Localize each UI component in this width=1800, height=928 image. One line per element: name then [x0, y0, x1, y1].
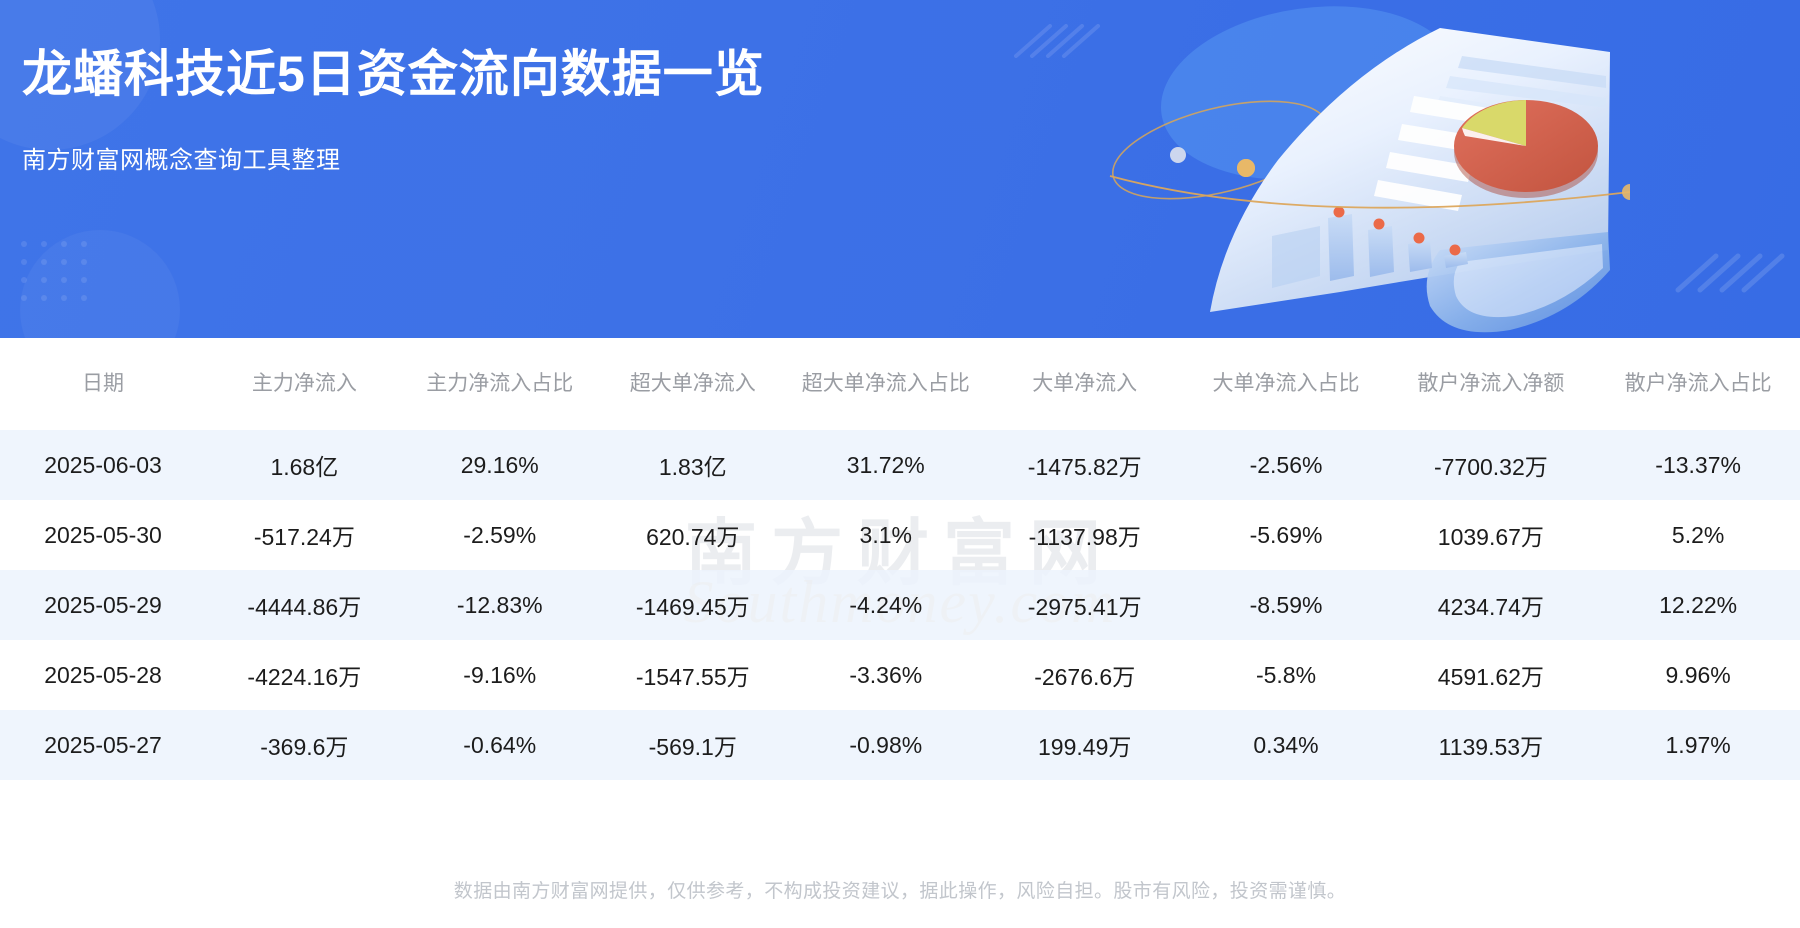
column-header-date[interactable]: 日期	[0, 338, 207, 430]
cell-big-net: -2975.41万	[982, 570, 1187, 640]
cell-super-pct: -3.36%	[849, 661, 923, 688]
column-header-super-net[interactable]: 超大单净流入	[596, 338, 789, 430]
cell-super-pct: -0.98%	[788, 710, 983, 780]
cell-retail-net: 1139.53万	[1385, 710, 1597, 780]
table-row[interactable]: 2025-05-30 -517.24万 -2.59% 620.74万 3.1% …	[0, 500, 1800, 570]
banner-text-block: 龙蟠科技近5日资金流向数据一览 南方财富网概念查询工具整理	[22, 46, 765, 175]
column-header-big-net[interactable]: 大单净流入	[982, 338, 1187, 430]
cell-date: 2025-05-27	[0, 710, 207, 780]
data-table-section: 南方财富网 Southmoney.com 日期 主力净流入 主力净流入占比 超大…	[0, 338, 1800, 850]
cell-big-pct: -8.59%	[1186, 570, 1386, 640]
cell-main-net: -369.6万	[206, 710, 403, 780]
cell-retail-net: 4591.62万	[1437, 664, 1544, 690]
cell-big-net: -2676.6万	[1034, 664, 1136, 690]
table-row[interactable]: 2025-05-28 -4224.16万 -9.16% -1547.55万 -3…	[0, 640, 1800, 710]
column-header-super-pct[interactable]: 超大单净流入占比	[788, 338, 983, 430]
cell-big-pct: -5.8%	[1255, 661, 1317, 688]
cell-big-net: 199.49万	[982, 710, 1187, 780]
cell-super-net: -1547.55万	[635, 664, 750, 690]
report-pie-chart	[1454, 100, 1598, 198]
banner-dot-grid-decor	[21, 241, 87, 301]
cell-super-pct: -4.24%	[788, 570, 983, 640]
financial-report-chart-illustration	[1109, 28, 1630, 333]
cell-retail-net: 4234.74万	[1385, 570, 1597, 640]
cell-big-pct: -5.69%	[1249, 521, 1323, 548]
cell-main-net: -4224.16万	[247, 664, 362, 690]
cell-main-pct: 29.16%	[402, 430, 597, 500]
cell-super-net: 1.83亿	[596, 430, 789, 500]
cell-main-net: -4444.86万	[206, 570, 403, 640]
cell-main-pct: -12.83%	[402, 570, 597, 640]
cell-super-pct: 3.1%	[859, 521, 912, 548]
column-header-main-net[interactable]: 主力净流入	[206, 338, 403, 430]
column-header-big-pct[interactable]: 大单净流入占比	[1186, 338, 1386, 430]
table-body: 2025-06-03 1.68亿 29.16% 1.83亿 31.72% -14…	[0, 430, 1800, 780]
fund-flow-table: 日期 主力净流入 主力净流入占比 超大单净流入 超大单净流入占比 大单净流入 大…	[0, 338, 1800, 780]
table-row[interactable]: 2025-05-27 -369.6万 -0.64% -569.1万 -0.98%…	[0, 710, 1800, 780]
cell-retail-pct: 5.2%	[1671, 521, 1725, 548]
cell-date: 2025-06-03	[0, 430, 207, 500]
cell-retail-pct: 1.97%	[1596, 710, 1800, 780]
cell-retail-pct: -13.37%	[1596, 430, 1800, 500]
cell-big-pct: -2.56%	[1186, 430, 1386, 500]
cell-super-pct: 31.72%	[788, 430, 983, 500]
page-subtitle: 南方财富网概念查询工具整理	[22, 146, 341, 174]
column-header-retail-pct[interactable]: 散户净流入占比	[1596, 338, 1800, 430]
cell-main-net: -517.24万	[253, 524, 355, 550]
cell-super-net: -1469.45万	[596, 570, 789, 640]
disclaimer-text: 数据由南方财富网提供，仅供参考，不构成投资建议，据此操作，风险自担。股市有风险，…	[453, 880, 1347, 902]
cell-main-pct: -9.16%	[463, 661, 537, 688]
table-header-row: 日期 主力净流入 主力净流入占比 超大单净流入 超大单净流入占比 大单净流入 大…	[0, 338, 1800, 430]
cell-super-net: -569.1万	[596, 710, 789, 780]
cell-main-net: 1.68亿	[206, 430, 403, 500]
cell-date: 2025-05-30	[44, 521, 162, 548]
cell-date: 2025-05-28	[44, 661, 162, 688]
banner-stripe-decor-right	[1675, 253, 1785, 293]
column-header-retail-net[interactable]: 散户净流入净额	[1385, 338, 1597, 430]
page-title: 龙蟠科技近5日资金流向数据一览	[22, 46, 765, 102]
cell-main-pct: -2.59%	[463, 521, 537, 548]
column-header-main-pct[interactable]: 主力净流入占比	[402, 338, 597, 430]
cell-retail-pct: 9.96%	[1665, 661, 1731, 688]
page-footer: 数据由南方财富网提供，仅供参考，不构成投资建议，据此操作，风险自担。股市有风险，…	[0, 850, 1800, 928]
cell-big-pct: 0.34%	[1186, 710, 1386, 780]
page-banner: 龙蟠科技近5日资金流向数据一览 南方财富网概念查询工具整理	[0, 0, 1800, 338]
cell-retail-net: 1039.67万	[1437, 524, 1544, 550]
report-bar-chart	[1272, 206, 1468, 288]
cell-big-net: -1137.98万	[1028, 524, 1141, 550]
table-row[interactable]: 2025-06-03 1.68亿 29.16% 1.83亿 31.72% -14…	[0, 430, 1800, 500]
cell-super-net: 620.74万	[646, 524, 740, 550]
cell-date: 2025-05-29	[0, 570, 207, 640]
cell-retail-pct: 12.22%	[1596, 570, 1800, 640]
cell-main-pct: -0.64%	[402, 710, 597, 780]
cell-retail-net: -7700.32万	[1385, 430, 1597, 500]
cell-big-net: -1475.82万	[982, 430, 1187, 500]
table-row[interactable]: 2025-05-29 -4444.86万 -12.83% -1469.45万 -…	[0, 570, 1800, 640]
